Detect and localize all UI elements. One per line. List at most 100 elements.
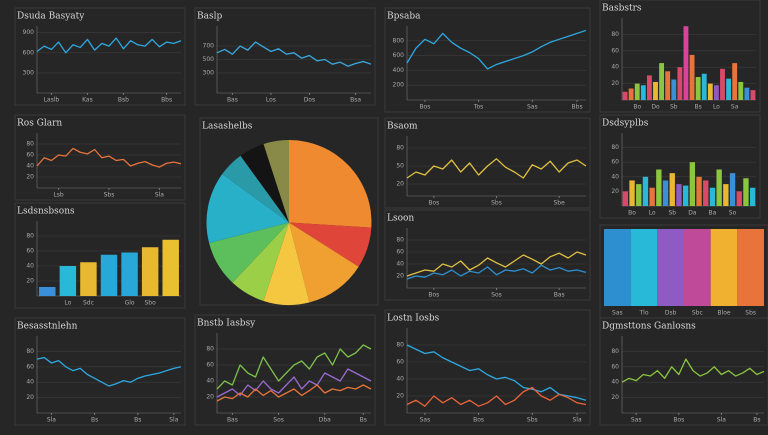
pie-slice bbox=[289, 222, 372, 267]
chart-title: Lsdsnsbsons bbox=[17, 207, 75, 217]
line-series bbox=[216, 368, 372, 398]
chart-title: Bpsaba bbox=[387, 12, 421, 22]
panel-frame bbox=[384, 209, 591, 301]
bar bbox=[662, 180, 669, 206]
y-tick-label: 40 bbox=[26, 263, 34, 270]
pie-slice bbox=[222, 155, 289, 223]
line-series bbox=[406, 29, 587, 70]
bar bbox=[100, 254, 118, 296]
pie-slice bbox=[209, 222, 289, 283]
x-tick-label: Bas bbox=[227, 417, 238, 424]
y-tick-label: 20 bbox=[26, 394, 34, 401]
x-tick-label: Bs bbox=[134, 417, 141, 424]
x-tick-label: Lsb bbox=[53, 192, 63, 199]
x-tick-label: Bo bbox=[633, 104, 641, 111]
x-tick-label: Sas bbox=[612, 310, 623, 317]
pie-slice bbox=[263, 140, 289, 223]
bar bbox=[657, 229, 684, 306]
line-series bbox=[406, 386, 587, 407]
chart-title: Dgmsttons Ganlosns bbox=[602, 322, 696, 332]
chart-title: Bsaom bbox=[387, 122, 418, 132]
x-tick-label: Sb bbox=[670, 104, 678, 111]
bar bbox=[689, 54, 695, 100]
x-tick-label: Glo bbox=[125, 300, 135, 307]
x-tick-label: Bs bbox=[695, 104, 702, 111]
panel-frame bbox=[14, 202, 186, 309]
pie-slice bbox=[206, 174, 289, 244]
y-tick-label: 80 bbox=[26, 348, 34, 355]
x-tick-label: Bsa bbox=[350, 97, 361, 104]
x-tick-label: Da bbox=[688, 210, 697, 217]
x-tick-label: Sla bbox=[169, 417, 178, 424]
x-tick-label: Sas bbox=[527, 104, 538, 111]
x-tick-label: Laslb bbox=[44, 97, 60, 104]
y-tick-label: 300 bbox=[203, 69, 215, 76]
bar bbox=[689, 162, 696, 206]
chart-title: Dsdsyplbs bbox=[602, 119, 649, 129]
x-tick-label: Sas bbox=[420, 417, 431, 424]
y-tick-label: 60 bbox=[26, 248, 34, 255]
bar bbox=[710, 229, 738, 306]
bar bbox=[628, 88, 634, 100]
y-tick-label: 600 bbox=[393, 52, 405, 59]
bar bbox=[696, 176, 702, 206]
y-tick-label: 40 bbox=[611, 379, 619, 386]
y-tick-label: 20 bbox=[396, 393, 404, 400]
x-tick-label: Sbs bbox=[527, 417, 538, 424]
y-tick-label: 300 bbox=[23, 69, 35, 76]
bar bbox=[738, 81, 744, 100]
bar bbox=[707, 83, 713, 100]
chart-title: Bnstb Iasbsy bbox=[197, 319, 256, 329]
y-tick-label: 60 bbox=[611, 159, 619, 166]
bar bbox=[646, 75, 652, 100]
bar bbox=[701, 73, 707, 100]
bar bbox=[737, 229, 764, 306]
x-tick-label: Sbc bbox=[692, 310, 703, 317]
chart-title: Lostn Iosbs bbox=[387, 314, 440, 324]
line-series bbox=[406, 344, 587, 401]
x-tick-label: Bas bbox=[227, 97, 238, 104]
bar bbox=[656, 169, 662, 206]
y-tick-label: 80 bbox=[396, 342, 404, 349]
chart-title: Lsoon bbox=[387, 214, 414, 224]
y-tick-label: 20 bbox=[396, 273, 404, 280]
y-tick-label: 600 bbox=[23, 49, 35, 56]
y-tick-label: 50 bbox=[396, 163, 404, 170]
panel-frame bbox=[599, 317, 768, 426]
x-tick-label: Lo bbox=[713, 104, 720, 111]
x-tick-label: Los bbox=[266, 97, 276, 104]
line-series bbox=[216, 384, 372, 402]
bar bbox=[59, 266, 77, 296]
x-tick-label: Bos bbox=[428, 200, 439, 207]
x-tick-label: Sbs bbox=[491, 200, 502, 207]
bar bbox=[669, 173, 675, 206]
pie-slice bbox=[240, 144, 289, 223]
bar bbox=[749, 187, 756, 206]
x-tick-label: Bs bbox=[360, 417, 367, 424]
x-tick-label: Bs bbox=[753, 417, 760, 424]
panel-frame bbox=[14, 317, 186, 426]
y-tick-label: 80 bbox=[611, 144, 619, 151]
x-tick-label: Bos bbox=[473, 417, 484, 424]
chart-title: Basbstrs bbox=[602, 4, 642, 14]
x-tick-label: Sos bbox=[273, 417, 284, 424]
x-tick-label: Bo bbox=[628, 210, 636, 217]
x-tick-label: Sos bbox=[491, 292, 502, 299]
bar bbox=[713, 85, 719, 100]
chart-title: Ros Glarn bbox=[17, 119, 62, 129]
bar bbox=[743, 178, 749, 206]
x-tick-label: Sla bbox=[155, 192, 164, 199]
pie-slice bbox=[232, 222, 289, 301]
y-tick-label: 20 bbox=[611, 80, 619, 87]
y-tick-label: 40 bbox=[26, 163, 34, 170]
x-tick-label: Bsb bbox=[118, 97, 129, 104]
y-tick-label: 60 bbox=[396, 249, 404, 256]
panel-frame bbox=[384, 309, 591, 426]
y-tick-label: 200 bbox=[393, 82, 405, 89]
bar bbox=[640, 85, 646, 100]
x-tick-label: Sa bbox=[731, 104, 739, 111]
y-tick-label: 40 bbox=[26, 379, 34, 386]
x-tick-label: Sbs bbox=[104, 192, 115, 199]
bar bbox=[649, 187, 655, 206]
